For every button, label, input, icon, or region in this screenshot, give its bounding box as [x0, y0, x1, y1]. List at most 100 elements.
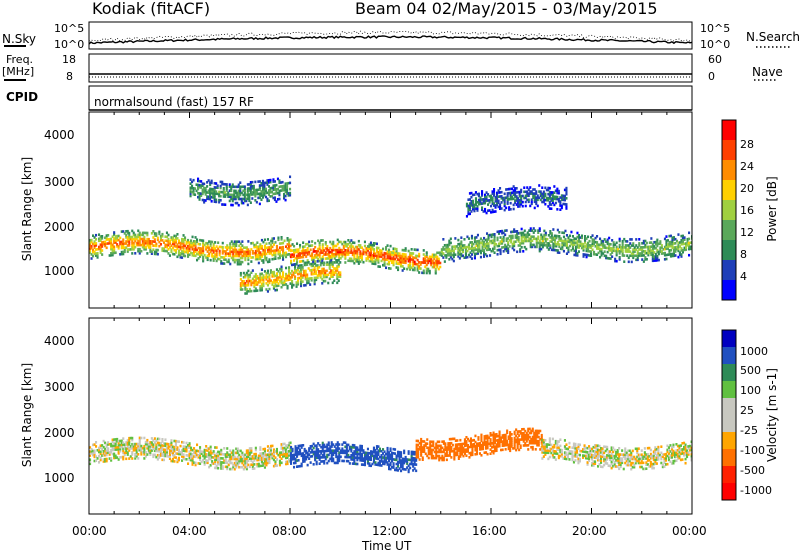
- power-cell: [627, 256, 630, 260]
- power-cell: [386, 250, 389, 253]
- power-cell: [665, 235, 668, 238]
- power-cell: [253, 289, 256, 293]
- power-cell: [347, 243, 350, 246]
- velocity-cell: [368, 462, 371, 465]
- power-cell: [285, 283, 288, 286]
- power-cell: [125, 234, 128, 237]
- power-cell: [132, 241, 135, 245]
- velocity-cell: [248, 451, 251, 454]
- power-cell: [259, 243, 262, 246]
- velocity-cell: [162, 442, 165, 445]
- velocity-cell: [138, 436, 141, 440]
- power-cell: [267, 181, 270, 184]
- power-cell: [247, 258, 250, 262]
- power-cell: [483, 236, 486, 240]
- power-cell: [179, 245, 182, 249]
- velocity-cell: [241, 461, 244, 465]
- velocity-cell: [359, 454, 362, 458]
- power-cell: [269, 239, 272, 243]
- velocity-cell: [285, 448, 288, 451]
- power-cell: [541, 237, 544, 241]
- power-cell: [306, 242, 309, 246]
- velocity-cell: [444, 446, 447, 449]
- velocity-cell: [227, 453, 230, 456]
- power-cell: [259, 245, 262, 248]
- power-cell: [245, 193, 248, 197]
- velocity-cell: [162, 454, 165, 458]
- power-cell: [184, 238, 187, 241]
- power-cell: [257, 281, 260, 284]
- power-cell: [168, 240, 171, 243]
- power-cell: [263, 246, 266, 250]
- power-cell: [510, 238, 513, 242]
- power-cell: [110, 245, 113, 249]
- velocity-cell: [268, 461, 271, 464]
- power-cell: [237, 203, 240, 207]
- power-cell: [475, 244, 478, 247]
- velocity-cell: [375, 455, 378, 458]
- power-cell: [310, 264, 313, 268]
- power-cell: [260, 182, 263, 185]
- power-cell: [400, 254, 403, 258]
- power-cell: [249, 191, 252, 194]
- power-cell: [422, 269, 425, 273]
- power-cell: [391, 261, 394, 264]
- power-cell: [275, 274, 278, 277]
- power-cell: [496, 195, 499, 199]
- power-cell: [111, 251, 114, 255]
- power-cell: [176, 237, 179, 240]
- power-cell: [306, 248, 309, 252]
- power-cell: [348, 257, 351, 260]
- velocity-cell: [366, 447, 369, 451]
- power-cell: [256, 277, 259, 280]
- velocity-cell: [165, 454, 168, 458]
- power-cell: [391, 257, 394, 260]
- power-cell: [289, 244, 292, 248]
- velocity-cell: [344, 441, 347, 444]
- velocity-cell: [203, 452, 206, 456]
- velocity-cell: [378, 455, 381, 459]
- velocity-cell: [135, 442, 138, 446]
- power-cell: [403, 257, 406, 260]
- power-cell: [227, 258, 230, 262]
- power-cell: [89, 245, 92, 248]
- power-cell: [247, 283, 250, 287]
- velocity-cell: [465, 436, 468, 439]
- velocity-cell: [338, 455, 341, 459]
- velocity-cell: [251, 457, 254, 460]
- velocity-cell: [363, 459, 366, 463]
- velocity-cell: [256, 458, 259, 462]
- velocity-cell: [296, 447, 299, 450]
- power-cell: [324, 257, 327, 260]
- power-cell: [190, 251, 193, 255]
- power-cell: [182, 248, 185, 251]
- velocity-cell: [294, 461, 297, 465]
- power-cell: [229, 250, 232, 253]
- power-cell: [499, 240, 502, 243]
- velocity-cell: [397, 465, 400, 468]
- power-cell: [344, 249, 347, 252]
- power-cell: [446, 254, 449, 257]
- power-cell: [253, 245, 256, 249]
- velocity-cell: [299, 464, 302, 468]
- velocity-cell: [320, 452, 323, 455]
- power-cell: [413, 262, 416, 266]
- power-cell: [359, 260, 362, 264]
- power-cell: [350, 251, 353, 254]
- power-cell: [337, 271, 340, 274]
- power-cell: [493, 245, 496, 248]
- power-cell: [461, 244, 464, 247]
- power-cell: [683, 236, 686, 239]
- power-cell: [656, 240, 659, 244]
- power-cell: [248, 199, 251, 202]
- power-cell: [507, 247, 510, 250]
- velocity-cell: [218, 458, 221, 462]
- power-cell: [485, 211, 488, 215]
- power-cell: [404, 255, 407, 258]
- power-cell: [247, 279, 250, 283]
- velocity-cell: [244, 457, 247, 461]
- power-cell: [301, 274, 304, 277]
- power-cell: [267, 189, 270, 192]
- power-cell: [594, 253, 597, 256]
- power-cell: [120, 242, 123, 246]
